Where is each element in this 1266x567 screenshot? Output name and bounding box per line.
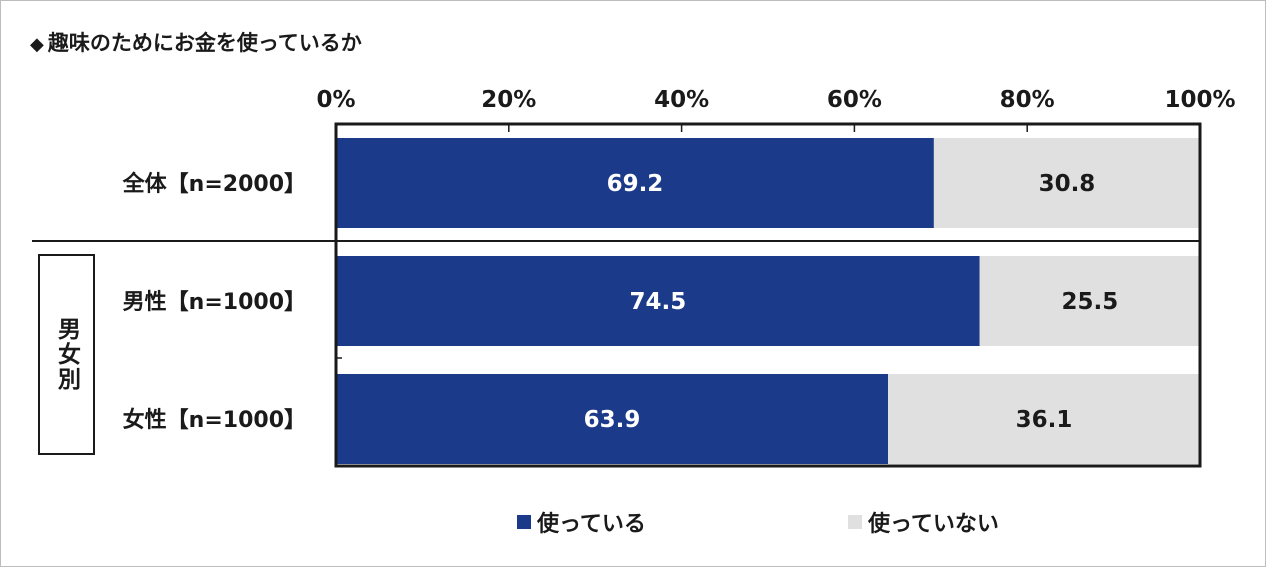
data-label: 25.5 (1061, 289, 1118, 315)
data-label: 36.1 (1016, 407, 1073, 433)
x-tick-label: 20% (481, 87, 536, 113)
data-label: 69.2 (607, 171, 664, 197)
bar-segment (888, 374, 1200, 464)
legend-label-not-used: 使っていない (868, 512, 999, 537)
plot-frame (32, 122, 1202, 468)
bar-segment (336, 256, 980, 346)
data-label: 74.5 (629, 289, 686, 315)
data-label: 63.9 (584, 407, 641, 433)
chart-title-text: 趣味のためにお金を使っているか (47, 31, 362, 55)
legend-item-not-used: 使っていない (848, 506, 999, 538)
x-tick-label: 40% (654, 87, 709, 113)
gender-group-box: 男女別 (38, 254, 95, 455)
bar-segment (979, 256, 1200, 346)
x-tick-label: 60% (827, 87, 882, 113)
legend-swatch-used (517, 515, 531, 529)
x-tick-label: 80% (1000, 87, 1055, 113)
category-label: 男性【n=1000】 (123, 290, 306, 315)
bars: 69.2 30.8 74.5 25.5 63.9 36.1 (336, 138, 1200, 464)
x-tick-label: 0% (316, 87, 355, 113)
data-label: 30.8 (1039, 171, 1096, 197)
plot-border (334, 122, 1202, 468)
bar-segment (336, 138, 934, 228)
category-label: 全体【n=2000】 (122, 171, 306, 197)
legend: 使っている 使っていない (0, 506, 1266, 542)
category-labels: 全体【n=2000】男性【n=1000】女性【n=1000】 (122, 171, 306, 433)
x-tick-label: 100% (1164, 87, 1235, 113)
diamond-bullet-icon: ◆ (30, 34, 44, 55)
legend-label-used: 使っている (537, 512, 646, 537)
chart-title: ◆ 趣味のためにお金を使っているか (30, 27, 362, 57)
category-label: 女性【n=1000】 (123, 407, 306, 433)
legend-swatch-not-used (848, 515, 862, 529)
gender-group-label: 男女別 (53, 317, 80, 392)
bar-segment (336, 374, 889, 464)
legend-item-used: 使っている (517, 506, 646, 538)
x-axis-ticks: 0% 20% 40% 60% 80% 100% (316, 87, 1236, 132)
bar-segment (933, 138, 1200, 228)
